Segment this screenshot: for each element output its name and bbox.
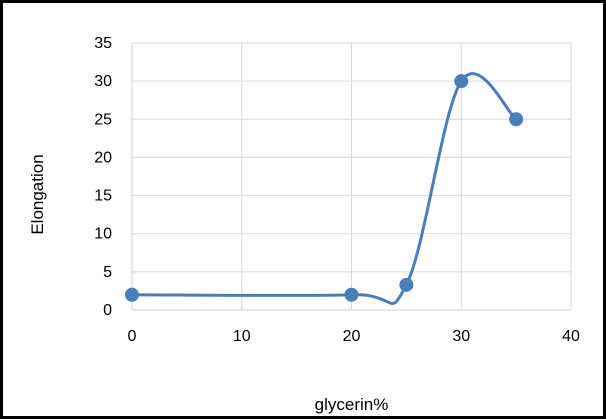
y-tick-label: 10: [94, 226, 112, 243]
tick-labels: 0 10 20 30 40 0 5 10 15 20 25 30 35: [94, 35, 580, 345]
series-line: [130, 72, 518, 305]
data-point: [399, 277, 414, 292]
y-tick-label: 0: [103, 302, 112, 319]
data-point: [509, 112, 524, 127]
x-tick-label: 40: [562, 328, 580, 345]
x-axis-title: glycerin%: [315, 395, 389, 414]
y-tick-label: 25: [94, 111, 112, 128]
data-point: [344, 287, 359, 302]
grid: [132, 42, 572, 310]
x-tick-label: 30: [452, 328, 470, 345]
line-chart: 0 10 20 30 40 0 5 10 15 20 25 30 35 glycerin% Elonga…: [28, 35, 580, 414]
y-tick-label: 35: [94, 35, 112, 52]
data-point: [125, 287, 139, 302]
y-axis-title: Elongation: [28, 154, 47, 234]
data-point: [454, 74, 469, 89]
x-tick-label: 0: [128, 328, 137, 345]
x-tick-label: 10: [233, 328, 251, 345]
x-tick-label: 20: [343, 328, 361, 345]
y-tick-label: 20: [94, 149, 112, 166]
y-tick-label: 30: [94, 73, 112, 90]
y-tick-label: 5: [103, 264, 112, 281]
axes: [131, 43, 571, 311]
series: [125, 72, 524, 305]
y-tick-label: 15: [94, 188, 112, 205]
